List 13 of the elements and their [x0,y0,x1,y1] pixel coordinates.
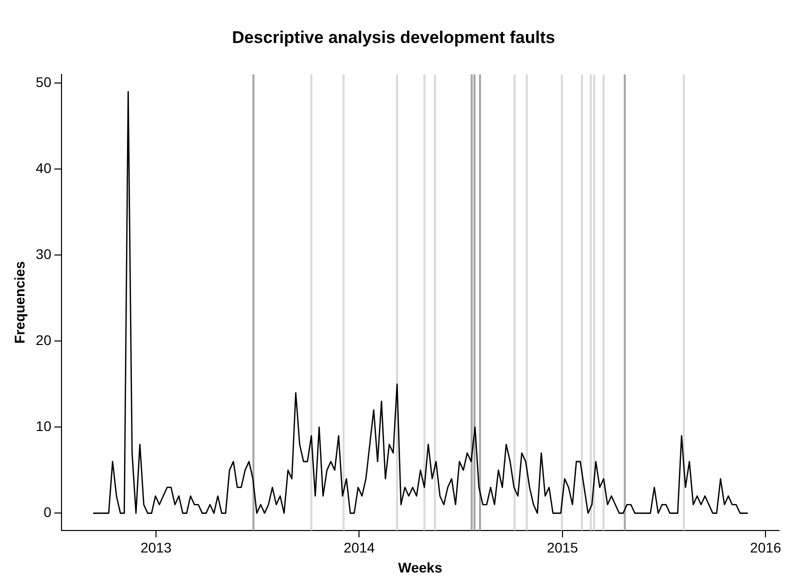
y-tick-label: 30 [36,246,52,262]
x-tick-label: 2013 [140,540,172,556]
y-tick-label: 10 [36,418,52,434]
y-tick-label: 50 [36,74,52,90]
y-tick-label: 40 [36,160,52,176]
y-axis-title: Frequencies [11,260,28,344]
y-tick-label: 20 [36,332,52,348]
x-tick-label: 2016 [750,540,782,556]
y-tick-label: 0 [44,504,52,520]
x-tick-label: 2014 [344,540,376,556]
chart-title: Descriptive analysis development faults [232,28,556,47]
x-tick-label: 2015 [546,540,578,556]
x-axis-title: Weeks [398,559,442,576]
